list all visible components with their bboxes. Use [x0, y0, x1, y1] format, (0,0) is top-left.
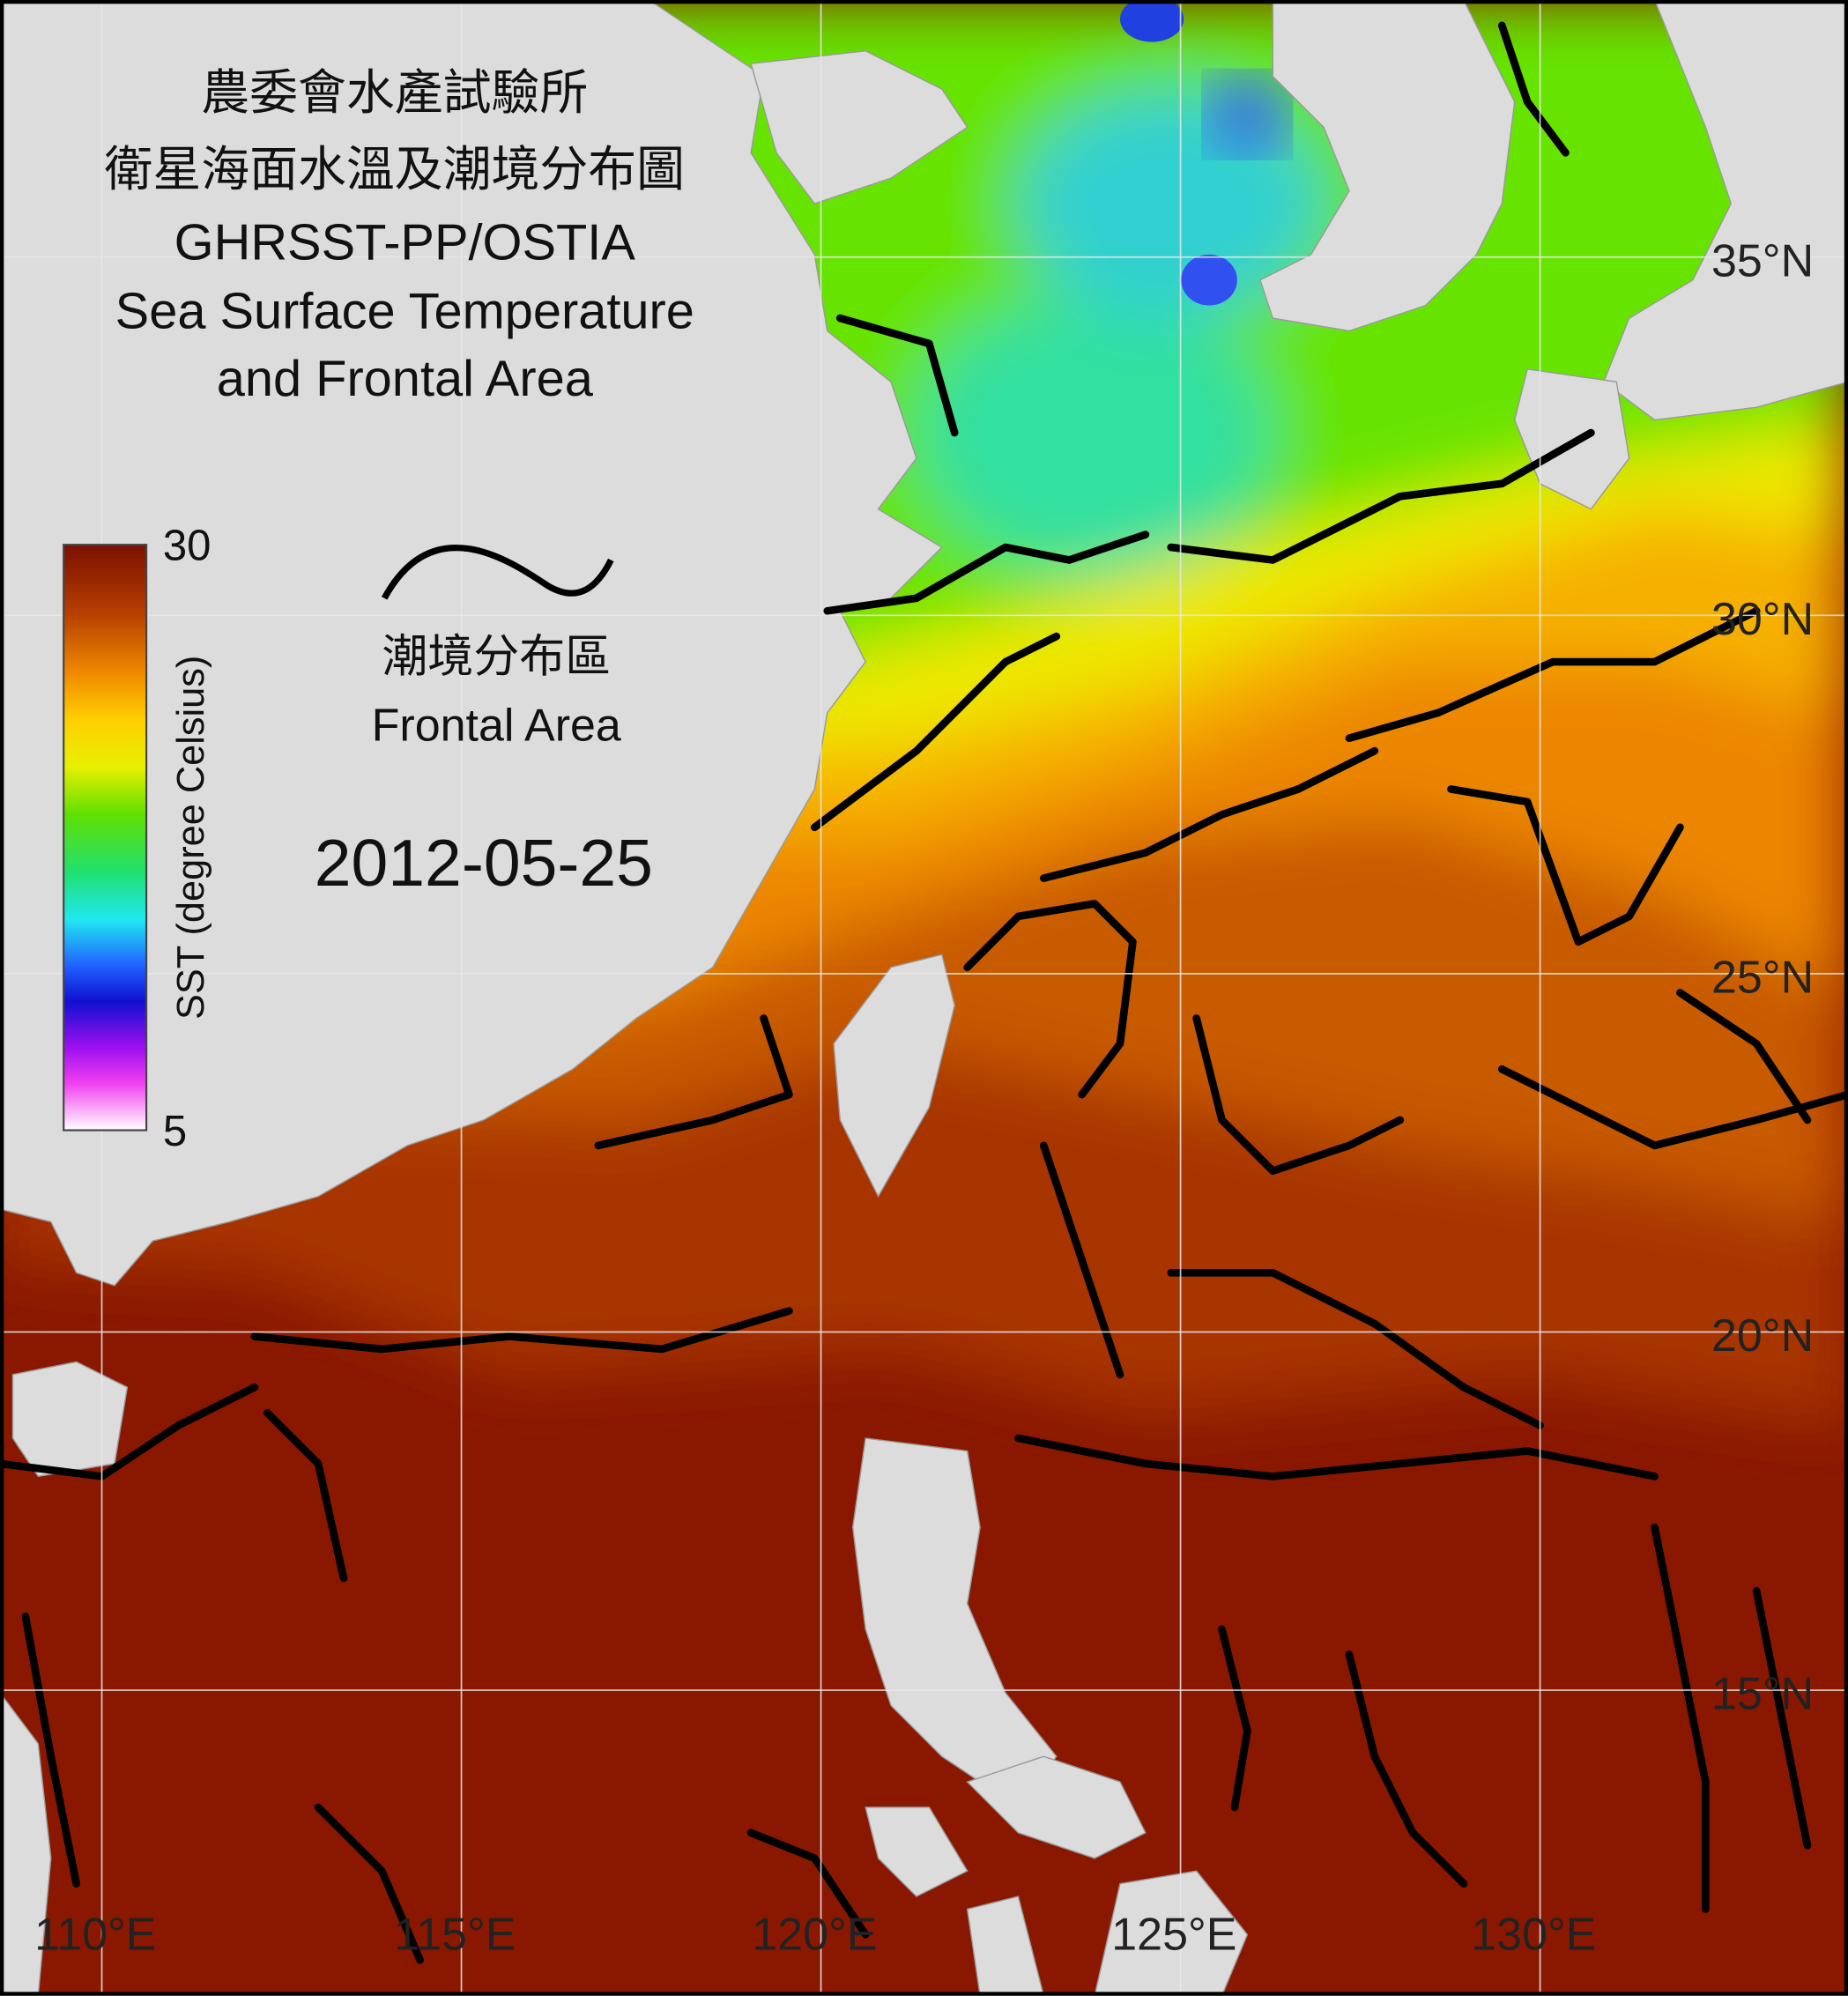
legend-symbol	[382, 545, 614, 600]
title-line: 衛星海面水溫及潮境分布圖	[104, 142, 685, 197]
map-labels: 農委會水產試驗所 衛星海面水溫及潮境分布圖 GHRSST-PP/OSTIA Se…	[34, 65, 1814, 1960]
front-line	[1167, 1268, 1544, 1429]
lat-label: 20°N	[1711, 1310, 1814, 1362]
lat-label: 35°N	[1711, 235, 1814, 286]
front-line	[1192, 1014, 1405, 1176]
landmass	[833, 953, 955, 1198]
sst-patch	[916, 293, 1273, 573]
front-line	[314, 1803, 424, 1964]
lon-label: 120°E	[752, 1910, 877, 1961]
landmass	[1513, 368, 1630, 510]
front-line	[250, 1307, 793, 1354]
landmass	[966, 1755, 1147, 1859]
legend-text: 潮境分布區	[382, 632, 611, 683]
front-line	[1014, 1434, 1659, 1480]
front-line	[1676, 989, 1812, 1124]
front-line	[1167, 428, 1595, 564]
landmass	[1258, 0, 1516, 332]
colorbar	[63, 544, 148, 1132]
front-line	[1447, 785, 1684, 946]
lon-label: 130°E	[1471, 1910, 1596, 1961]
front-line	[1039, 1141, 1124, 1379]
lon-label: 125°E	[1111, 1910, 1236, 1961]
sst-patch	[1209, 76, 1286, 153]
legend-text: Frontal Area	[372, 701, 621, 752]
lat-label: 25°N	[1711, 953, 1814, 1004]
front-line	[811, 632, 1061, 832]
landmass	[750, 50, 969, 204]
front-line	[1497, 21, 1570, 157]
lat-label: 30°N	[1711, 594, 1814, 645]
lat-label: 15°N	[1711, 1669, 1814, 1720]
front-line	[1752, 1587, 1812, 1850]
front-line	[1039, 746, 1379, 882]
landmass	[0, 0, 943, 1287]
front-line	[963, 900, 1137, 1099]
frontal-area-lines	[0, 21, 1848, 1964]
front-line	[835, 314, 959, 437]
title-line: and Frontal Area	[217, 351, 594, 407]
landmass	[865, 1807, 969, 1897]
title-line: Sea Surface Temperature	[115, 284, 694, 340]
sst-patch	[1181, 254, 1237, 306]
front-line	[594, 1014, 793, 1150]
title-line: 農委會水產試驗所	[201, 65, 588, 120]
front-line	[263, 1408, 348, 1583]
front-line	[1651, 1523, 1710, 1913]
colorbar-tick-label: 5	[163, 1108, 187, 1155]
landmass	[11, 1361, 129, 1478]
colorbar-tick-label: 30	[163, 522, 212, 569]
colorbar-label: SST (degree Celsius)	[170, 656, 212, 1020]
front-line	[823, 531, 1150, 615]
landmass	[0, 1691, 52, 1996]
title-line: GHRSST-PP/OSTIA	[174, 215, 636, 271]
lon-label: 115°E	[394, 1910, 516, 1961]
front-line	[1345, 1651, 1468, 1888]
landmass	[1094, 1870, 1249, 1996]
date: 2012-05-25	[315, 826, 653, 900]
front-line	[21, 1612, 80, 1888]
sst-patch	[1119, 0, 1184, 42]
front-line	[746, 1829, 870, 1939]
front-line	[0, 1383, 259, 1480]
front-line	[1218, 1625, 1251, 1812]
lon-label: 110°E	[34, 1910, 156, 1961]
front-line	[1345, 606, 1761, 743]
